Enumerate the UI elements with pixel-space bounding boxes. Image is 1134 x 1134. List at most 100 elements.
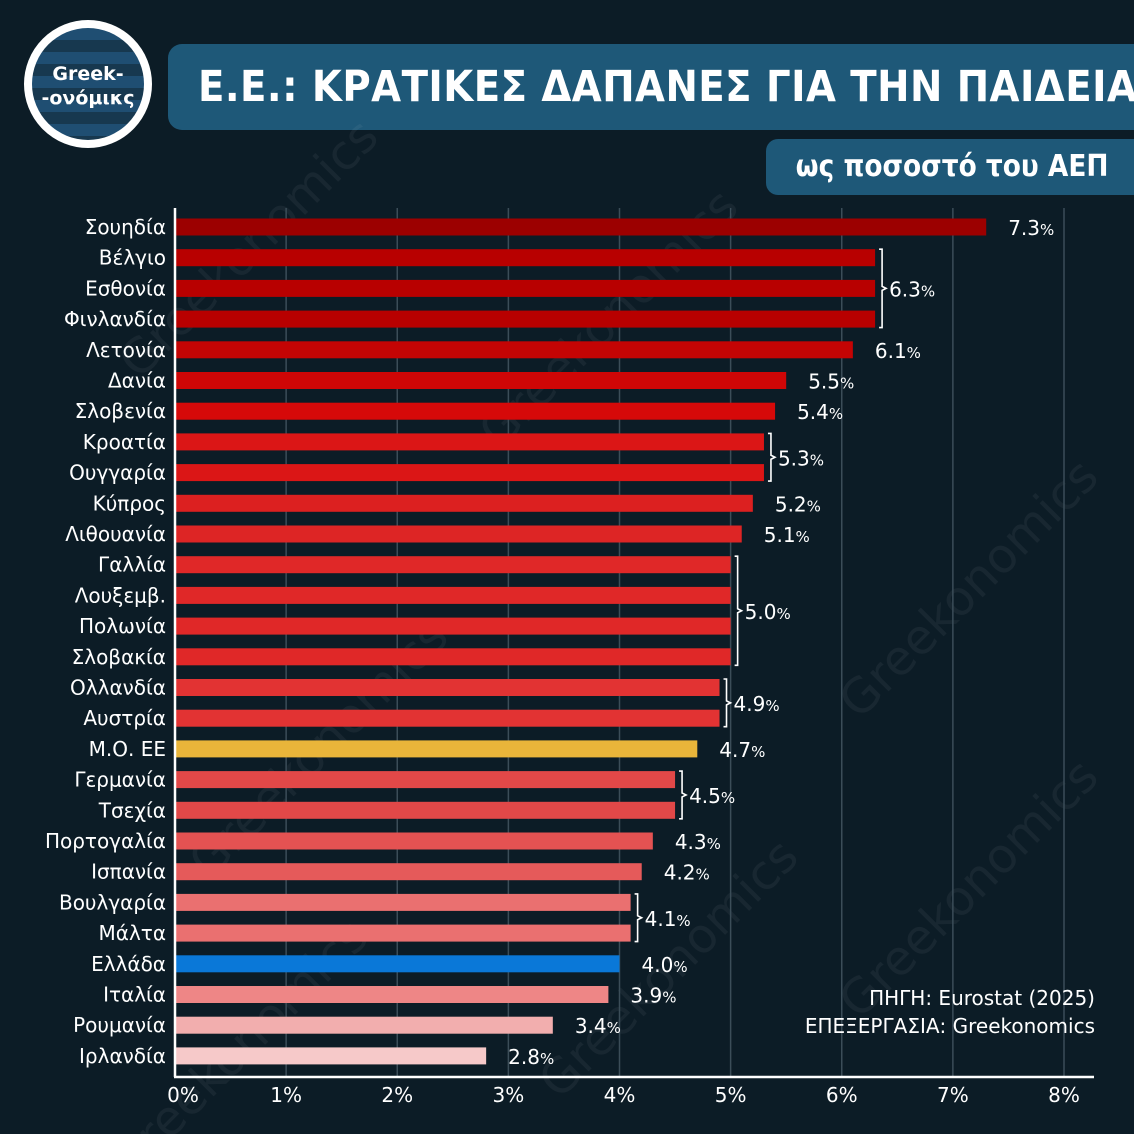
category-label: Πολωνία <box>79 614 166 638</box>
category-label: Αυστρία <box>83 706 166 730</box>
category-label: Ισπανία <box>91 860 166 884</box>
bar <box>175 617 731 635</box>
bar <box>175 893 631 911</box>
value-label: 4.1% <box>645 907 691 931</box>
value-label: 3.4% <box>575 1014 621 1038</box>
category-label: Κύπρος <box>93 491 166 515</box>
bar <box>175 986 609 1003</box>
bar <box>175 648 731 666</box>
bar <box>175 372 787 389</box>
value-label: 4.3% <box>675 830 721 854</box>
category-label: Λετονία <box>86 338 166 362</box>
category-label: Μ.Ο. ΕΕ <box>89 737 166 761</box>
group-bracket <box>634 893 644 943</box>
bar <box>175 709 720 727</box>
value-label: 7.3% <box>1008 216 1054 240</box>
category-label: Εσθονία <box>85 276 166 300</box>
value-label: 6.1% <box>875 339 921 363</box>
value-label: 3.9% <box>630 984 676 1008</box>
bar <box>175 1016 553 1034</box>
category-label: Σλοβενία <box>75 399 166 423</box>
category-label: Ολλανδία <box>70 676 166 700</box>
value-label: 4.7% <box>719 738 765 762</box>
category-label: Ιταλία <box>103 983 166 1007</box>
bar <box>175 955 620 973</box>
subtitle-banner: ως ποσοστό του ΑΕΠ <box>766 139 1134 195</box>
logo-text-line1: Greek- <box>52 63 124 85</box>
bar <box>175 801 676 819</box>
bar <box>175 279 876 297</box>
category-label: Πορτογαλία <box>45 829 166 853</box>
value-label: 5.5% <box>808 370 854 394</box>
category-label: Βέλγιο <box>99 246 166 270</box>
bar <box>175 586 731 604</box>
bar <box>175 402 776 420</box>
bar <box>175 433 764 451</box>
x-tick-label: 0% <box>167 1083 199 1107</box>
category-label: Ιρλανδία <box>79 1044 166 1068</box>
x-tick-labels: 0% 1% 2% 3% 4% 5% 6% 7% 8% <box>167 1083 1080 1107</box>
chart-subtitle: ως ποσοστό του ΑΕΠ <box>795 149 1108 184</box>
group-bracket <box>723 678 733 728</box>
category-label: Φινλανδία <box>64 307 166 331</box>
category-label: Ουγγαρία <box>69 461 166 485</box>
x-tick-label: 7% <box>937 1083 969 1107</box>
bar <box>175 249 876 267</box>
x-tick-label: 4% <box>604 1083 636 1107</box>
value-label: 2.8% <box>508 1045 554 1069</box>
x-tick-label: 2% <box>381 1083 413 1107</box>
category-label: Λιθουανία <box>65 522 166 546</box>
value-label: 5.2% <box>775 492 821 516</box>
value-label: 5.3% <box>778 446 824 470</box>
bar <box>175 832 653 850</box>
bar <box>175 218 987 236</box>
category-label: Λουξεμβ. <box>75 583 166 607</box>
category-label: Δανία <box>108 369 166 393</box>
group-bracket <box>679 770 688 820</box>
category-label: Σλοβακία <box>72 645 166 669</box>
value-labels: 7.3% 6.3% 6.1% 5.5% 5.4% 5.3% 5.2% 5.1% 5.0% 4.9%… <box>508 216 1054 1069</box>
value-label: 4.0% <box>642 953 688 977</box>
bar <box>175 740 698 758</box>
category-label: Βουλγαρία <box>59 890 166 914</box>
x-tick-label: 8% <box>1048 1083 1080 1107</box>
watermark-text: Greekonomics <box>828 448 1109 729</box>
category-labels: Σουηδία Βέλγιο Εσθονία Φινλανδία Λετονία Δανί… <box>45 215 166 1068</box>
bar <box>175 924 631 942</box>
bar <box>175 494 753 512</box>
processing-credit-text: ΕΠΕΞΕΡΓΑΣΙΑ: Greekonomics <box>805 1014 1095 1038</box>
bar <box>175 863 642 881</box>
bar <box>175 1047 487 1065</box>
bar <box>175 771 676 789</box>
category-label: Κροατία <box>83 430 166 454</box>
x-tick-label: 5% <box>715 1083 747 1107</box>
group-bracket <box>767 432 777 482</box>
category-label: Μάλτα <box>99 921 167 945</box>
greekonomics-logo: Greek- -ονόμικς <box>24 20 152 148</box>
chart-title: Ε.Ε.: ΚΡΑΤΙΚΕΣ ΔΑΠΑΝΕΣ ΓΙΑ ΤΗΝ ΠΑΙΔΕΙΑ <box>198 62 1134 112</box>
source-text: ΠΗΓΗ: Eurostat (2025) <box>869 986 1095 1010</box>
logo-text-line2: -ονόμικς <box>41 87 135 109</box>
x-tick-label: 6% <box>826 1083 858 1107</box>
bar <box>175 556 731 574</box>
category-label: Ρουμανία <box>73 1013 166 1037</box>
bars-layer <box>175 218 987 1065</box>
bar <box>175 525 742 543</box>
group-bracket <box>879 248 888 329</box>
value-label: 5.1% <box>764 523 810 547</box>
value-label: 6.3% <box>889 277 935 301</box>
bar <box>175 679 720 696</box>
x-tick-label: 3% <box>493 1083 525 1107</box>
category-label: Τσεχία <box>98 798 166 822</box>
x-tick-label: 1% <box>270 1083 302 1107</box>
greek-flag-icon <box>32 28 144 140</box>
bar <box>175 464 764 482</box>
value-label: 4.9% <box>734 692 780 716</box>
bar <box>175 341 853 359</box>
value-label: 5.0% <box>745 600 791 624</box>
category-label: Γερμανία <box>74 768 166 792</box>
bar <box>175 310 876 328</box>
value-label: 4.2% <box>664 861 710 885</box>
category-label: Ελλάδα <box>91 952 166 976</box>
